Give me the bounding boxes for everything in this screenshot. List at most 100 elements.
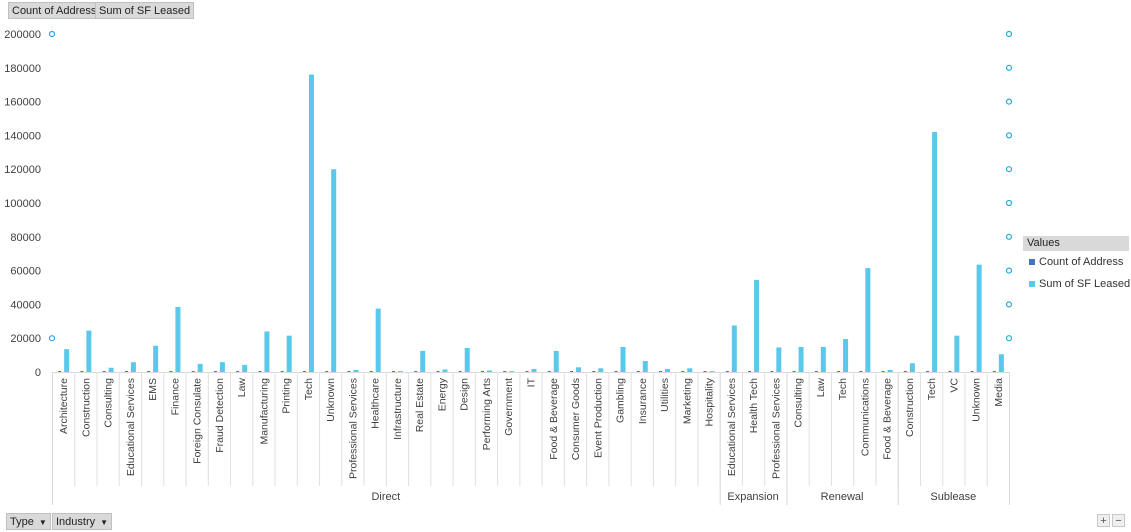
bar-sum-of-sf-leased bbox=[197, 363, 203, 372]
x-category-label: Printing bbox=[281, 378, 293, 414]
x-category-label: Finance bbox=[169, 378, 181, 416]
bar-sum-of-sf-leased bbox=[709, 371, 715, 372]
y-tick-label: 180000 bbox=[4, 63, 41, 75]
bar-sum-of-sf-leased bbox=[64, 349, 70, 372]
legend-label-sum: Sum of SF Leased bbox=[1039, 278, 1131, 290]
bar-count-of-address bbox=[147, 371, 151, 372]
bar-sum-of-sf-leased bbox=[909, 363, 915, 372]
bar-count-of-address bbox=[748, 371, 752, 372]
x-category-label: Utilities bbox=[659, 378, 671, 412]
secondary-axis-marker-right bbox=[1005, 335, 1013, 342]
x-category-label: Fraud Detection bbox=[214, 378, 226, 453]
bar-sum-of-sf-leased bbox=[464, 348, 470, 372]
x-category-label: Educational Services bbox=[726, 378, 738, 476]
x-category-label: Performing Arts bbox=[481, 378, 493, 450]
x-category-label: Health Tech bbox=[748, 378, 760, 433]
count-of-address-field-button[interactable]: Count of Address bbox=[8, 2, 101, 19]
bar-count-of-address bbox=[369, 371, 373, 372]
x-category-label: Professional Services bbox=[770, 378, 782, 479]
bar-count-of-address bbox=[903, 371, 907, 372]
bar-sum-of-sf-leased bbox=[620, 346, 626, 372]
x-category-label: Food & Beverage bbox=[548, 378, 560, 460]
bar-count-of-address bbox=[280, 371, 284, 372]
bar-count-of-address bbox=[970, 371, 974, 372]
x-category-label: Manufacturing bbox=[258, 378, 270, 445]
bar-sum-of-sf-leased bbox=[687, 368, 693, 372]
bar-sum-of-sf-leased bbox=[175, 306, 181, 372]
x-category-label: Real Estate bbox=[414, 378, 426, 432]
bar-count-of-address bbox=[436, 371, 440, 372]
x-category-label: Consulting bbox=[793, 378, 805, 428]
x-category-label: VC bbox=[948, 378, 960, 393]
bar-count-of-address bbox=[391, 371, 395, 372]
secondary-axis-marker-left bbox=[48, 335, 56, 342]
chevron-down-icon: ▼ bbox=[38, 518, 47, 527]
bar-sum-of-sf-leased bbox=[531, 368, 537, 372]
bar-sum-of-sf-leased bbox=[264, 331, 270, 372]
bar-sum-of-sf-leased bbox=[286, 335, 292, 372]
bar-count-of-address bbox=[948, 371, 952, 372]
bar-sum-of-sf-leased bbox=[420, 350, 426, 372]
secondary-axis-marker-right bbox=[1005, 30, 1013, 38]
legend-swatch-count bbox=[1029, 259, 1035, 265]
x-group-label: Direct bbox=[371, 491, 400, 503]
secondary-axis-marker-right bbox=[1005, 267, 1013, 274]
x-category-label: Professional Services bbox=[347, 378, 359, 479]
bar-sum-of-sf-leased bbox=[509, 371, 515, 372]
legend-title: Values bbox=[1023, 236, 1129, 251]
bar-sum-of-sf-leased bbox=[731, 325, 737, 372]
type-filter-label: Type bbox=[10, 516, 34, 528]
bar-sum-of-sf-leased bbox=[843, 339, 849, 372]
bar-count-of-address bbox=[58, 371, 62, 372]
zoom-out-button[interactable]: − bbox=[1112, 514, 1125, 527]
bar-sum-of-sf-leased bbox=[331, 169, 337, 372]
secondary-axis-marker-left bbox=[48, 30, 56, 38]
x-category-label: Unknown bbox=[971, 378, 983, 422]
secondary-axis-marker-right bbox=[1005, 64, 1013, 71]
industry-filter-button[interactable]: Industry ▼ bbox=[52, 513, 113, 530]
legend-item-sum-of-sf-leased[interactable]: Sum of SF Leased bbox=[1023, 273, 1131, 295]
x-category-label: Media bbox=[993, 378, 1005, 407]
bar-sum-of-sf-leased bbox=[353, 369, 359, 372]
industry-filter-label: Industry bbox=[56, 516, 96, 528]
bar-sum-of-sf-leased bbox=[108, 367, 114, 372]
x-category-label: Energy bbox=[436, 377, 448, 411]
bar-count-of-address bbox=[725, 371, 729, 372]
bar-count-of-address bbox=[414, 371, 418, 372]
secondary-axis-marker-right bbox=[1005, 98, 1013, 105]
bar-count-of-address bbox=[659, 371, 663, 372]
bar-count-of-address bbox=[80, 371, 84, 372]
x-category-label: IT bbox=[526, 377, 538, 387]
bar-count-of-address bbox=[681, 371, 685, 372]
bar-sum-of-sf-leased bbox=[798, 346, 804, 372]
bar-sum-of-sf-leased bbox=[486, 370, 492, 372]
secondary-axis-marker-right bbox=[1005, 166, 1013, 173]
x-category-label: Consumer Goods bbox=[570, 378, 582, 460]
x-category-label: Infrastructure bbox=[392, 378, 404, 440]
bar-count-of-address bbox=[770, 371, 774, 372]
bar-count-of-address bbox=[703, 371, 707, 372]
x-category-label: Healthcare bbox=[370, 378, 382, 429]
zoom-in-button[interactable]: + bbox=[1097, 514, 1110, 527]
bar-count-of-address bbox=[302, 371, 306, 372]
bar-count-of-address bbox=[102, 371, 106, 372]
legend: Values Count of Address Sum of SF Leased bbox=[1023, 236, 1131, 295]
type-filter-button[interactable]: Type ▼ bbox=[6, 513, 51, 530]
x-category-label: Consulting bbox=[103, 378, 115, 428]
legend-item-count-of-address[interactable]: Count of Address bbox=[1023, 251, 1129, 273]
legend-swatch-sum bbox=[1029, 281, 1035, 287]
y-tick-label: 140000 bbox=[4, 130, 41, 142]
bar-count-of-address bbox=[503, 371, 507, 372]
secondary-axis-marker-right bbox=[1005, 301, 1013, 308]
x-group-label: Renewal bbox=[821, 491, 864, 503]
y-tick-label: 160000 bbox=[4, 97, 41, 109]
secondary-axis-marker-right bbox=[1005, 132, 1013, 139]
chevron-down-icon: ▼ bbox=[100, 518, 109, 527]
y-tick-label: 20000 bbox=[10, 333, 41, 345]
bar-sum-of-sf-leased bbox=[242, 364, 248, 372]
bar-sum-of-sf-leased bbox=[219, 362, 225, 372]
x-category-label: Educational Services bbox=[125, 378, 137, 476]
bar-sum-of-sf-leased bbox=[665, 368, 671, 372]
sum-of-sf-leased-field-button[interactable]: Sum of SF Leased bbox=[95, 2, 195, 19]
